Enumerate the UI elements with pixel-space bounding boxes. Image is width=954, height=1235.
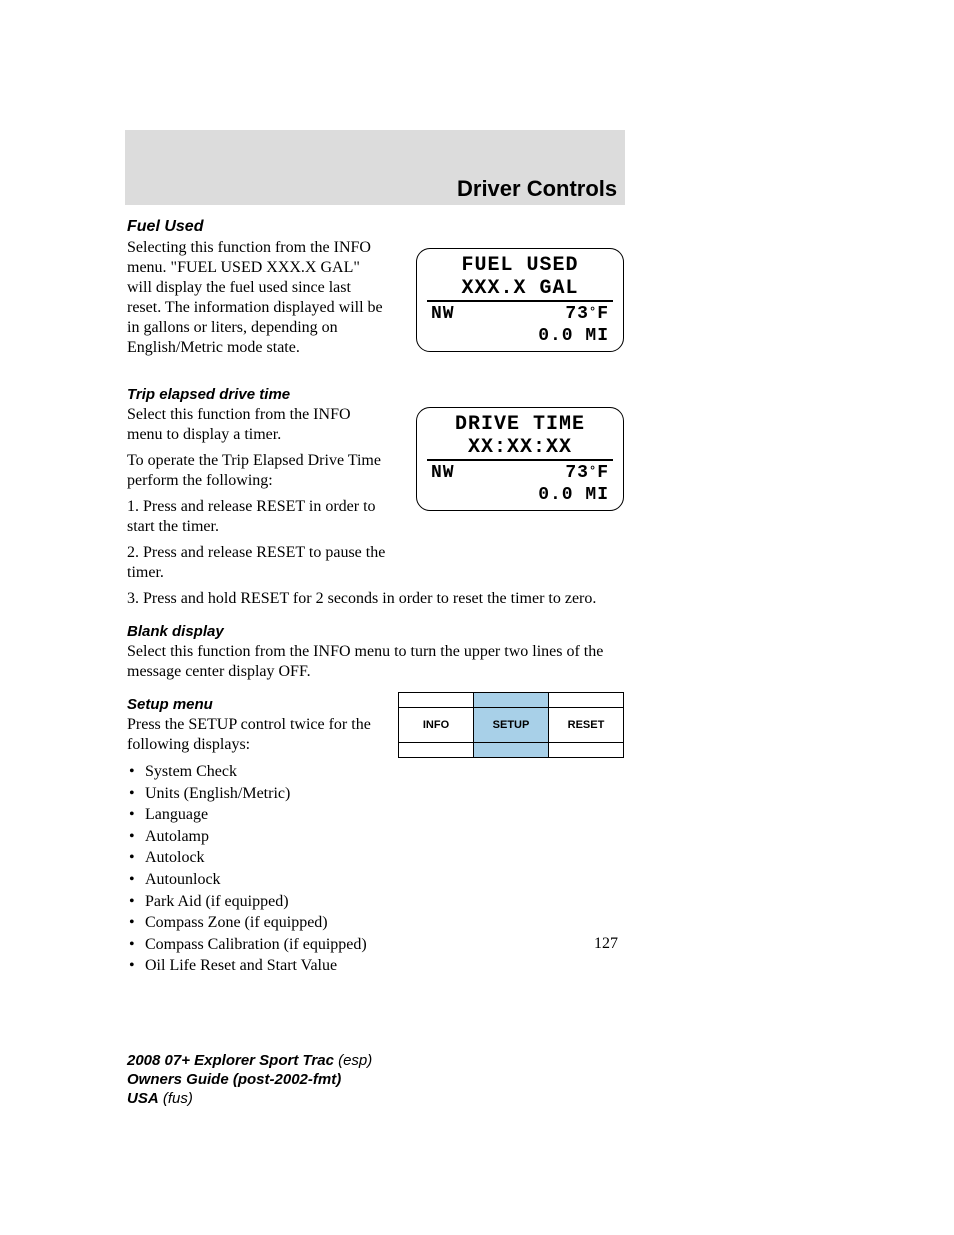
- list-item: Compass Calibration (if equipped): [127, 934, 637, 956]
- lcd-divider: [427, 459, 613, 461]
- setup-intro: Press the SETUP control twice for the fo…: [127, 715, 387, 755]
- lcd-odometer: 0.0 MI: [538, 485, 609, 505]
- lcd-line2: XX:XX:XX: [417, 436, 623, 459]
- info-button[interactable]: INFO: [399, 693, 474, 757]
- lcd-temp: 73°F: [565, 463, 609, 483]
- list-item: System Check: [127, 761, 637, 783]
- trip-time-heading: Trip elapsed drive time: [127, 386, 637, 403]
- list-item: Language: [127, 804, 637, 826]
- list-item: Park Aid (if equipped): [127, 891, 637, 913]
- footer-code1: (esp): [338, 1052, 372, 1069]
- trip-time-step3: 3. Press and hold RESET for 2 seconds in…: [127, 589, 637, 609]
- trip-time-p1: Select this function from the INFO menu …: [127, 405, 387, 445]
- setup-list: System Check Units (English/Metric) Lang…: [127, 761, 637, 977]
- reset-button[interactable]: RESET: [549, 693, 623, 757]
- lcd-line2: XXX.X GAL: [417, 277, 623, 300]
- footer-code2: (fus): [163, 1090, 193, 1107]
- lcd-fuel-used: FUEL USED XXX.X GAL NW 73°F 0.0 MI: [416, 248, 624, 352]
- footer: 2008 07+ Explorer Sport Trac (esp) Owner…: [127, 1052, 372, 1108]
- info-button-label: INFO: [399, 707, 473, 743]
- list-item: Units (English/Metric): [127, 783, 637, 805]
- blank-heading: Blank display: [127, 623, 637, 640]
- setup-button[interactable]: SETUP: [474, 693, 549, 757]
- list-item: Autolamp: [127, 826, 637, 848]
- list-item: Oil Life Reset and Start Value: [127, 955, 637, 977]
- list-item: Compass Zone (if equipped): [127, 912, 637, 934]
- lcd-line1: FUEL USED: [417, 254, 623, 277]
- lcd-line1: DRIVE TIME: [417, 413, 623, 436]
- setup-button-label: SETUP: [474, 707, 548, 743]
- list-item: Autounlock: [127, 869, 637, 891]
- trip-time-step1: 1. Press and release RESET in order to s…: [127, 497, 387, 537]
- page-title: Driver Controls: [457, 176, 617, 202]
- trip-time-p2: To operate the Trip Elapsed Drive Time p…: [127, 451, 387, 491]
- footer-model: 2008 07+ Explorer Sport Trac: [127, 1052, 334, 1069]
- blank-body: Select this function from the INFO menu …: [127, 642, 637, 682]
- footer-region: USA: [127, 1090, 159, 1107]
- lcd-odometer: 0.0 MI: [538, 326, 609, 346]
- trip-time-step2: 2. Press and release RESET to pause the …: [127, 543, 387, 583]
- lcd-drive-time: DRIVE TIME XX:XX:XX NW 73°F 0.0 MI: [416, 407, 624, 511]
- button-panel: INFO SETUP RESET: [398, 692, 624, 758]
- list-item: Autolock: [127, 847, 637, 869]
- reset-button-label: RESET: [549, 707, 623, 743]
- lcd-divider: [427, 300, 613, 302]
- fuel-used-heading: Fuel Used: [127, 218, 637, 236]
- lcd-compass: NW: [431, 463, 455, 483]
- fuel-used-body: Selecting this function from the INFO me…: [127, 238, 387, 358]
- page-number: 127: [594, 935, 618, 953]
- footer-guide: Owners Guide (post-2002-fmt): [127, 1071, 341, 1088]
- lcd-compass: NW: [431, 304, 455, 324]
- lcd-temp: 73°F: [565, 304, 609, 324]
